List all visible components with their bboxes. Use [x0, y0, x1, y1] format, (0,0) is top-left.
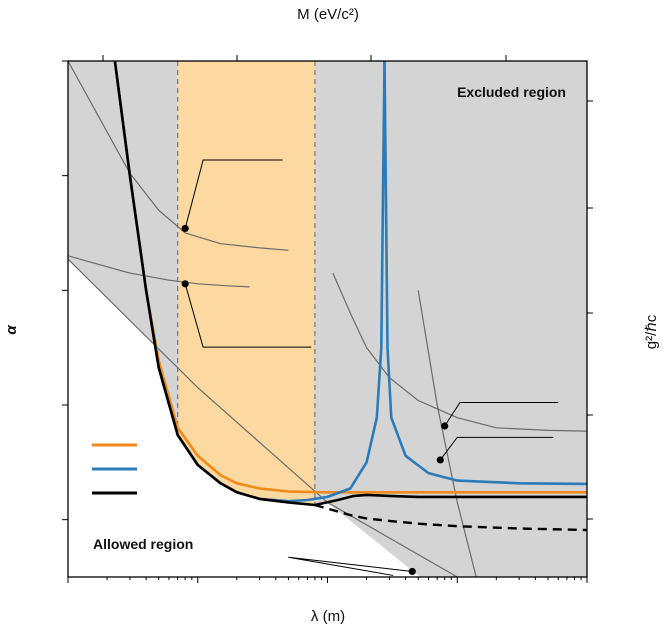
y-axis-title: α [3, 325, 20, 335]
annotation-dot [181, 280, 189, 288]
reference-curve-borkowski-2019 [332, 272, 588, 432]
top-axis-title: M (eV/c²) [297, 6, 359, 23]
excluded-region-label: Excluded region [457, 84, 566, 100]
reference-curve-heacock-2021 [67, 258, 458, 578]
annotation-leader [184, 283, 312, 348]
annotation-leader [184, 159, 283, 229]
excluded-region-fill [68, 61, 587, 577]
annotation-leader [444, 401, 559, 427]
annotation-leader [288, 556, 413, 576]
allowed-region-label: Allowed region [93, 536, 193, 552]
series-line-v-0-61-upper-branch [383, 60, 588, 486]
right-axis-title: g²/ℏc [643, 314, 660, 349]
annotation-leader [439, 436, 554, 461]
series-line-combined-extension [314, 503, 588, 532]
series-line-combined [113, 60, 587, 507]
x-axis-title: λ (m) [311, 608, 345, 625]
reference-curve-mohideen-1998 [417, 290, 477, 578]
highlight-band [177, 61, 315, 505]
